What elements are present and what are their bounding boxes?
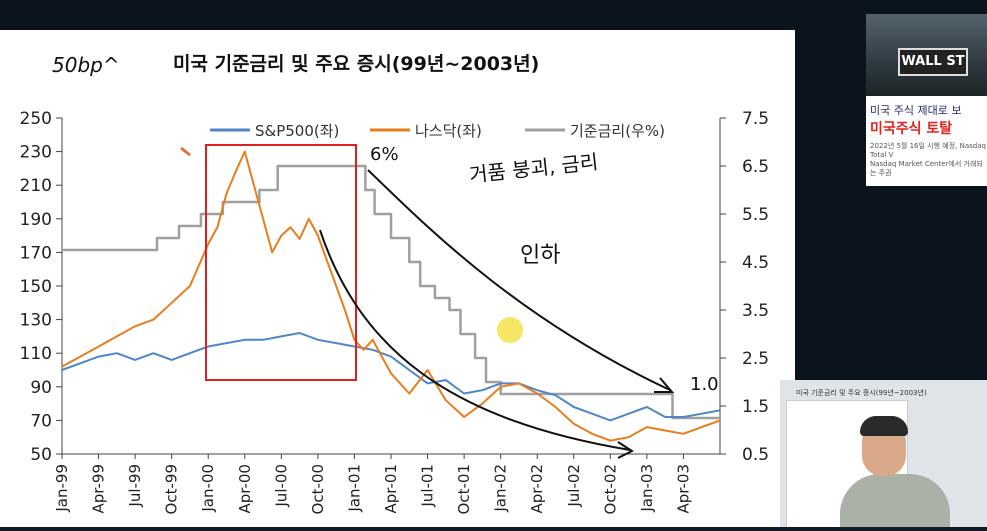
x-tick-label-10: Jul-01	[419, 464, 437, 508]
wall-street-sign: WALL ST	[898, 48, 968, 76]
left-tick-label-4: 130	[20, 311, 52, 331]
left-tick-label-0: 50	[30, 445, 52, 465]
thumbnail-title: 미국주식 토탈	[870, 121, 953, 137]
annotation-arrow-nasdaq-head	[617, 441, 635, 459]
x-tick-label-0: Jan-99	[53, 464, 71, 513]
book-thumbnail: WALL ST 미국 주식 제대로 보 미국주식 토탈 2022년 5월 16일…	[866, 14, 987, 186]
left-tick-label-2: 90	[30, 378, 52, 398]
right-axis-ticks: 0.5 1.5 2.5 3.5 4.5 5.5 6.5 7.5	[720, 109, 769, 465]
x-axis-ticks: Jan-99 Apr-99 Jul-99 Oct-99 Jan-00 Apr-00 Jul-…	[53, 454, 692, 514]
left-tick-label-1: 70	[30, 411, 52, 431]
note-cut: 인하	[520, 243, 560, 268]
x-tick-label-11: Oct-01	[455, 464, 473, 514]
series-layer	[61, 150, 721, 442]
left-tick-label-10: 250	[20, 109, 52, 129]
series-line-2	[62, 164, 720, 420]
x-tick-label-1: Apr-99	[90, 464, 108, 514]
x-tick-label-16: Jan-03	[638, 464, 656, 513]
webcam-slide-preview-title: 미국 기준금리 및 주요 증시(99년~2003년)	[796, 389, 927, 397]
thumbnail-subtitle: 미국 주식 제대로 보	[870, 104, 962, 117]
highlight-box	[205, 144, 357, 381]
x-tick-label-12: Jan-02	[492, 464, 510, 513]
thumbnail-fineprint: 2022년 5월 16일 시행 예정, Nasdaq Total V Nasdaq…	[870, 142, 986, 177]
x-tick-label-5: Apr-00	[236, 464, 254, 514]
presenter-hair	[860, 416, 908, 436]
presenter-webcam: 미국 기준금리 및 주요 증시(99년~2003년)	[780, 380, 987, 527]
annotation-arrow-rate-head	[654, 377, 675, 393]
x-tick-label-3: Oct-99	[163, 464, 181, 514]
note-page-label: 50bp^	[52, 53, 120, 77]
lecture-slide: 미국 기준금리 및 주요 증시(99년~2003년) 50bp^ 50 70 90 1…	[0, 30, 795, 527]
annotation-arrow-nasdaq	[319, 229, 631, 451]
x-tick-label-2: Jul-99	[126, 464, 144, 508]
x-tick-label-17: Apr-03	[674, 464, 692, 514]
left-tick-label-9: 230	[20, 143, 52, 163]
right-tick-label-6: 6.5	[742, 157, 769, 177]
legend: S&P500(좌) 나스닥(좌) 기준금리(우%)	[210, 122, 665, 140]
x-tick-label-14: Jul-02	[565, 464, 583, 508]
x-tick-label-7: Oct-00	[309, 464, 327, 514]
right-tick-label-3: 3.5	[742, 301, 769, 321]
right-tick-label-2: 2.5	[742, 349, 769, 369]
x-tick-label-4: Jan-00	[199, 464, 217, 513]
presenter-body	[840, 474, 950, 527]
right-tick-label-4: 4.5	[742, 253, 769, 273]
annotation-arrow-rate	[367, 169, 671, 391]
right-tick-label-5: 5.5	[742, 205, 769, 225]
x-tick-label-6: Jul-00	[272, 464, 290, 508]
red-mark	[180, 146, 191, 157]
x-tick-label-13: Apr-02	[528, 464, 546, 514]
cursor-highlight	[497, 317, 523, 343]
right-tick-label-7: 7.5	[742, 109, 769, 129]
series-line-1	[61, 150, 721, 442]
right-tick-label-0: 0.5	[742, 445, 769, 465]
right-tick-label-1: 1.5	[742, 397, 769, 417]
left-tick-label-5: 150	[20, 277, 52, 297]
legend-label-nasdaq: 나스닥(좌)	[415, 122, 482, 140]
x-tick-label-8: Jan-01	[345, 464, 363, 513]
legend-label-sp500: S&P500(좌)	[255, 122, 339, 140]
left-axis-ticks: 50 70 90 110 130 150 170 190 210 230 250	[20, 109, 62, 465]
note-rate-high: 6%	[370, 144, 399, 165]
chart-canvas: 미국 기준금리 및 주요 증시(99년~2003년) 50bp^ 50 70 90 1…	[0, 30, 795, 527]
left-tick-label-7: 190	[20, 210, 52, 230]
left-tick-label-3: 110	[20, 344, 52, 364]
legend-label-rate: 기준금리(우%)	[570, 122, 665, 140]
slide-title: 미국 기준금리 및 주요 증시(99년~2003년)	[173, 53, 539, 75]
x-tick-label-9: Apr-01	[382, 464, 400, 514]
note-rate-low: 1.0	[690, 374, 719, 395]
left-tick-label-8: 210	[20, 176, 52, 196]
x-tick-label-15: Oct-02	[601, 464, 619, 514]
series-line-0	[61, 332, 721, 422]
left-tick-label-6: 170	[20, 243, 52, 263]
